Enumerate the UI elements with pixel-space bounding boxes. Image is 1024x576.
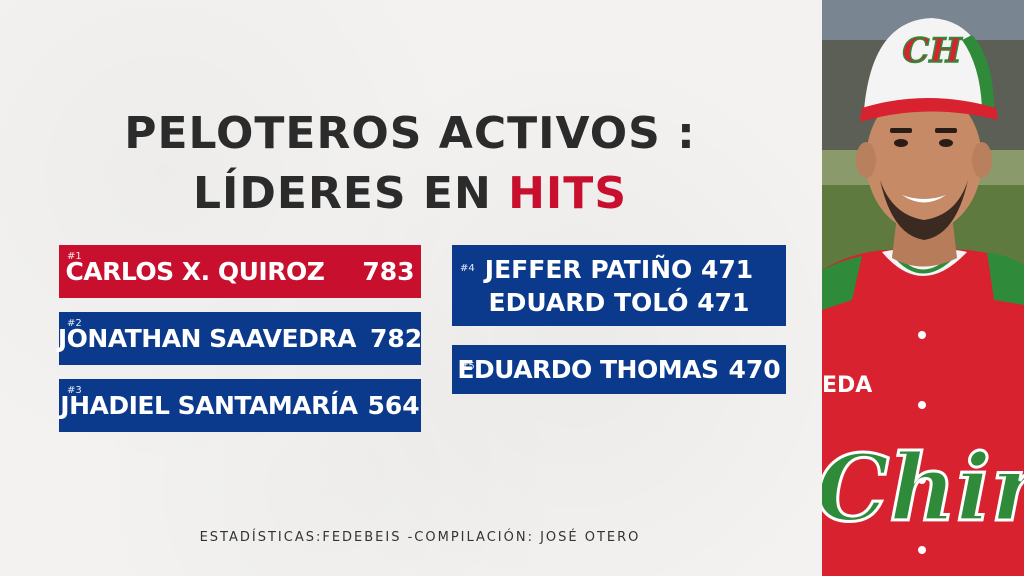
footer-credits: ESTADÍSTICAS:FEDEBEIS -COMPILACIÓN: JOSÉ… [199, 530, 641, 545]
hits-value: 564 [367, 391, 420, 420]
hits-value: 470 [728, 355, 781, 384]
leader-card-3: #3 JHADIEL SANTAMARÍA 564 [59, 379, 421, 432]
title-accent-hits: HITS [508, 168, 628, 219]
player-line-2: EDUARD TOLÓ 471 [488, 287, 750, 317]
player-name: JHADIEL SANTAMARÍA [60, 391, 358, 420]
leader-card-5: #5 EDUARDO THOMAS 470 [452, 345, 786, 394]
player-name: CARLOS X. QUIROZ [65, 257, 325, 286]
leader-card-2: #2 JONATHAN SAAVEDRA 782 [57, 312, 423, 365]
player-name: EDUARDO THOMAS [457, 355, 719, 384]
rank-label: #4 [460, 263, 475, 274]
player-name: JONATHAN SAAVEDRA [57, 324, 357, 353]
title-line-1-text: PELOTEROS ACTIVOS : [124, 108, 696, 159]
rank-label: #2 [67, 318, 82, 329]
player-photo: CH EDA Chiriqu [822, 0, 1024, 576]
rank-label: #3 [67, 385, 82, 396]
player-line-1: JEFFER PATIÑO 471 [484, 254, 754, 284]
title-line-2-prefix: LÍDERES EN [192, 168, 509, 219]
rank-label: #1 [67, 251, 82, 262]
sleeve-text: EDA [822, 373, 872, 398]
hits-value: 782 [369, 324, 423, 353]
cap-logo: CH [902, 31, 963, 71]
hits-value: 783 [362, 257, 415, 286]
leader-card-1: #1 CARLOS X. QUIROZ 783 [59, 245, 421, 298]
jersey-text: Chiriqu [822, 434, 1024, 542]
leader-card-4: #4 JEFFER PATIÑO 471 EDUARD TOLÓ 471 [452, 245, 786, 326]
title-line-2: LÍDERES EN HITS [60, 168, 760, 219]
title-line-1: PELOTEROS ACTIVOS : [60, 108, 760, 159]
rank-label: #5 [460, 361, 475, 372]
